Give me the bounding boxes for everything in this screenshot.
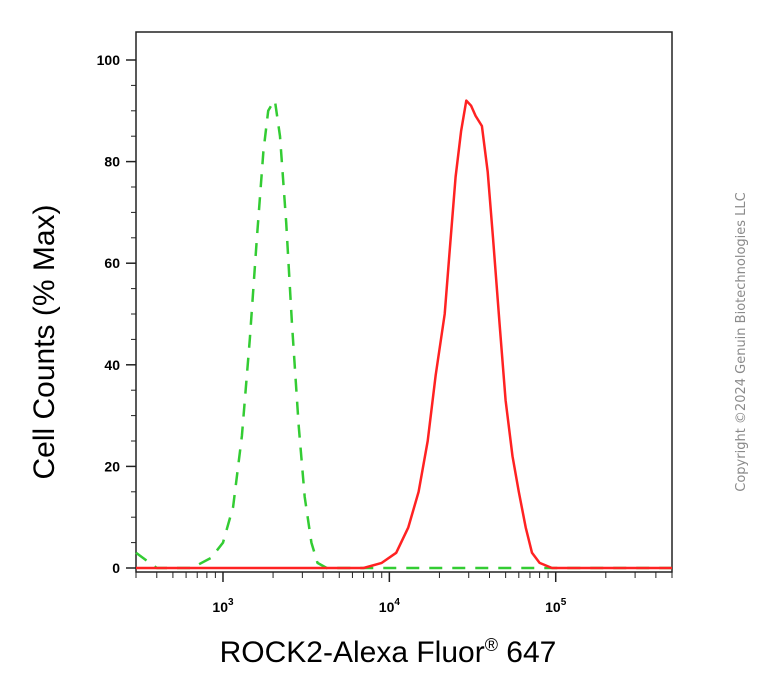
y-axis-title: Cell Counts (% Max) — [28, 204, 61, 479]
x-axis-title-registered-mark: ® — [485, 635, 498, 655]
plot-frame — [135, 31, 673, 573]
y-tick-label: 0 — [112, 560, 120, 576]
x-tick-exponent: 5 — [561, 597, 567, 608]
series-layer — [135, 99, 672, 570]
y-axis: 0 20 40 60 80 100 — [97, 52, 136, 576]
y-tick-label: 80 — [104, 154, 120, 170]
histogram-series-1 — [135, 99, 672, 570]
x-axis-title: ROCK2-Alexa Fluor® 647 — [220, 635, 557, 669]
x-axis: 103 104 105 — [135, 572, 673, 615]
x-tick-label: 104 — [379, 597, 401, 615]
x-tick-base: 10 — [545, 599, 561, 615]
copyright-watermark: Copyright ©2024 Genuin Biotechnologies L… — [734, 192, 749, 491]
x-tick-base: 10 — [212, 599, 228, 615]
y-tick-label: 60 — [104, 255, 120, 271]
x-tick-base: 10 — [379, 599, 395, 615]
x-tick-exponent: 3 — [228, 597, 234, 608]
y-tick-label: 20 — [104, 458, 120, 474]
histogram-series-2 — [136, 99, 672, 570]
x-tick-label: 105 — [545, 597, 567, 615]
x-tick-label: 103 — [212, 597, 234, 615]
y-tick-label: 40 — [104, 357, 120, 373]
x-axis-title-suffix: 647 — [498, 636, 556, 669]
y-tick-label: 100 — [97, 52, 121, 68]
x-tick-exponent: 4 — [394, 597, 400, 608]
x-axis-title-main: ROCK2-Alexa Fluor — [220, 636, 485, 669]
